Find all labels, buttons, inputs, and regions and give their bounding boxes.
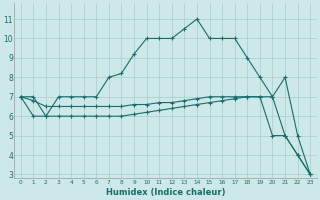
X-axis label: Humidex (Indice chaleur): Humidex (Indice chaleur) — [106, 188, 225, 197]
